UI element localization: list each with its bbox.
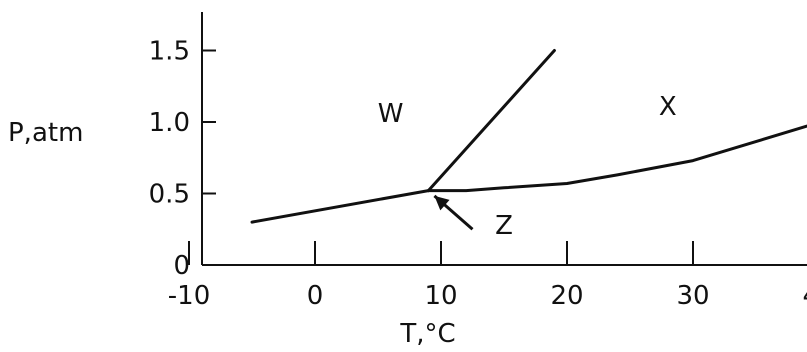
tick-marks	[188, 49, 694, 265]
triple-point-label: Z	[495, 211, 513, 241]
phase-boundary-line-3	[426, 124, 807, 193]
x-tick-label: 20	[550, 281, 583, 311]
y-tick-label: 0	[173, 251, 190, 281]
x-axis-label: T,°C	[399, 319, 455, 349]
region-label-w: W	[378, 99, 404, 129]
x-tick-label: 40	[802, 281, 807, 311]
y-axis-label: P,atm	[8, 118, 83, 148]
region-label-x: X	[659, 92, 677, 122]
x-tick-label: -10	[168, 281, 210, 311]
x-tick-label: 30	[676, 281, 709, 311]
axis-titles: P,atm T,°C	[8, 118, 456, 349]
phase-boundary-line-2	[426, 49, 556, 193]
x-tick-label: 0	[307, 281, 324, 311]
annotations: WXyZ	[378, 92, 677, 241]
phase-boundaries	[250, 49, 807, 224]
phase-boundary-line-1	[250, 189, 430, 224]
axes	[201, 12, 807, 266]
x-tick-label: 10	[424, 281, 457, 311]
tick-labels: 00.51.01.5-10010203040506070	[149, 37, 807, 312]
y-tick-label: 0.5	[149, 180, 190, 210]
y-tick-label: 1.5	[149, 37, 190, 67]
y-tick-label: 1.0	[149, 108, 190, 138]
arrow-head	[434, 195, 450, 211]
